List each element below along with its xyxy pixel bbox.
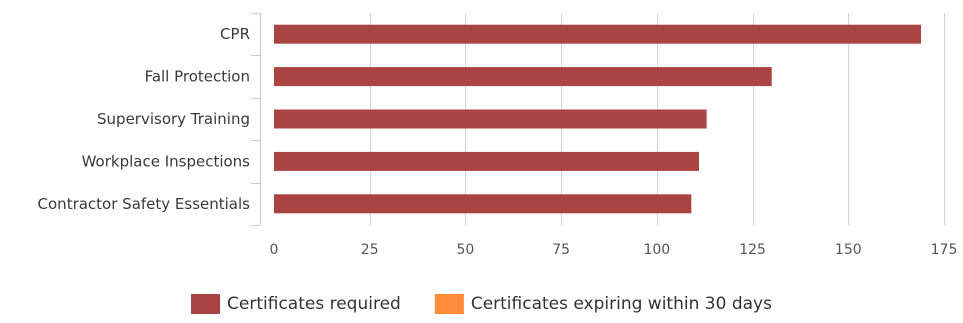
category-label: Fall Protection xyxy=(145,68,250,86)
bar[interactable] xyxy=(274,194,692,214)
category-label: CPR xyxy=(220,25,250,43)
x-tick-label: 50 xyxy=(457,242,475,258)
legend-item[interactable]: Certificates required xyxy=(191,294,401,314)
x-tick-label: 125 xyxy=(739,242,766,258)
legend-label: Certificates required xyxy=(227,294,401,314)
bars xyxy=(274,24,922,214)
bar[interactable] xyxy=(274,151,699,171)
x-tick-label: 150 xyxy=(835,242,862,258)
x-axis-tick-labels: 0 25 50 75 100 125 150 175 xyxy=(270,242,958,258)
legend-item[interactable]: Certificates expiring within 30 days xyxy=(434,294,772,314)
x-tick-label: 100 xyxy=(643,242,670,258)
x-tick-label: 175 xyxy=(931,242,958,258)
x-tick-label: 0 xyxy=(270,242,279,258)
category-label: Workplace Inspections xyxy=(82,152,251,170)
category-label: Contractor Safety Essentials xyxy=(38,195,251,213)
legend: Certificates required Certificates expiri… xyxy=(191,294,772,314)
category-label: Supervisory Training xyxy=(97,110,250,128)
bar[interactable] xyxy=(274,67,772,87)
bar[interactable] xyxy=(274,24,922,44)
bar[interactable] xyxy=(274,109,707,129)
x-tick-label: 75 xyxy=(552,242,570,258)
legend-swatch xyxy=(191,294,221,314)
x-tick-label: 25 xyxy=(361,242,379,258)
legend-swatch xyxy=(434,294,464,314)
category-labels: CPR Fall Protection Supervisory Training Wo… xyxy=(38,25,251,213)
legend-label: Certificates expiring within 30 days xyxy=(471,294,772,314)
category-axis xyxy=(251,13,261,226)
